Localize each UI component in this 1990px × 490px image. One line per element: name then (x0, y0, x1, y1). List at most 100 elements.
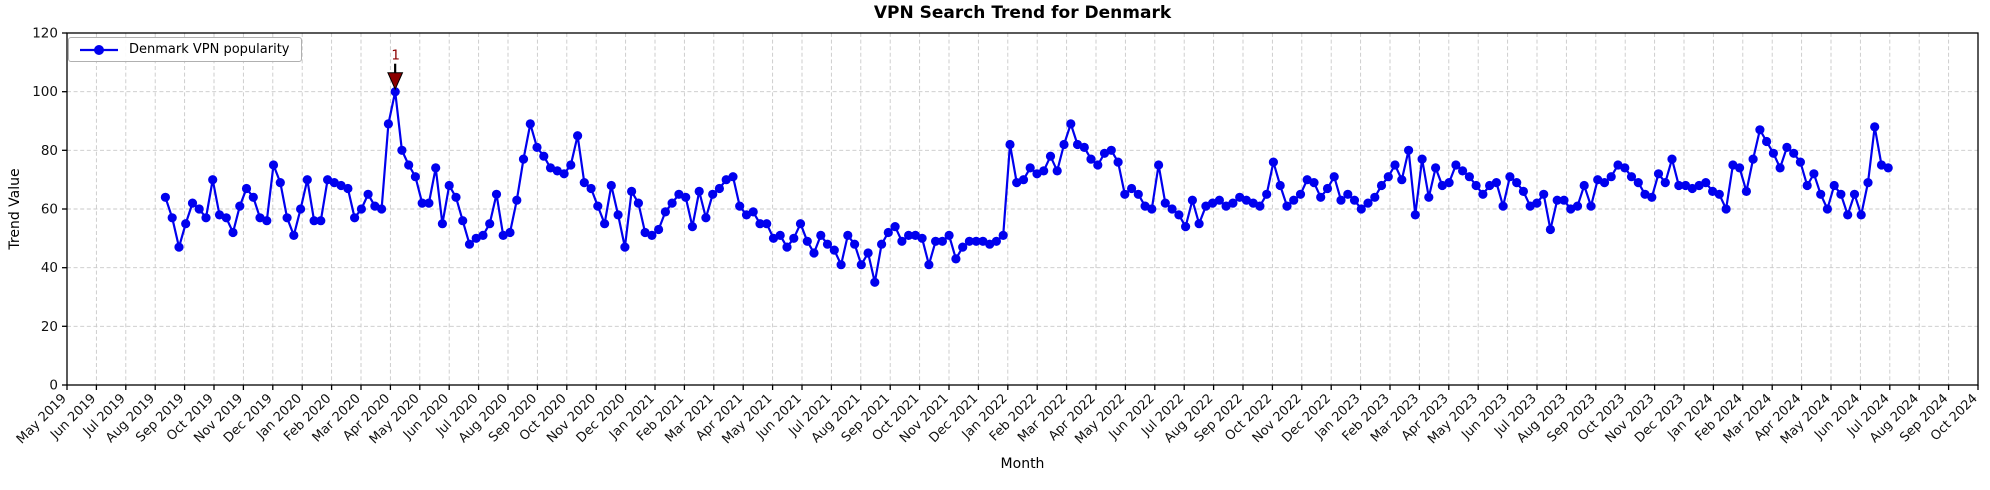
data-point (1667, 154, 1677, 164)
data-point (1039, 166, 1049, 176)
data-point (1586, 201, 1596, 211)
data-point (1322, 183, 1333, 194)
legend-label: Denmark VPN popularity (129, 42, 290, 57)
data-point (390, 87, 400, 97)
y-tick-label: 80 (41, 143, 58, 159)
y-tick-label: 40 (41, 260, 58, 276)
data-point (1370, 192, 1380, 202)
data-point (687, 222, 698, 232)
data-point (1721, 204, 1731, 214)
data-point (268, 160, 279, 170)
data-point (1268, 157, 1278, 167)
data-point (1127, 183, 1137, 194)
data-point (1741, 186, 1751, 196)
data-point (201, 213, 211, 223)
data-point (1086, 154, 1096, 164)
data-point (1768, 148, 1778, 158)
data-point (728, 172, 738, 182)
data-point (795, 219, 806, 229)
data-point (194, 204, 204, 214)
data-point (1816, 189, 1826, 199)
data-point (1052, 166, 1062, 176)
data-point (924, 260, 934, 270)
data-point (1106, 145, 1116, 155)
legend: Denmark VPN popularity (68, 37, 302, 62)
data-point (1059, 139, 1069, 150)
data-point (613, 210, 623, 220)
data-point (762, 219, 772, 229)
data-point (877, 239, 887, 249)
data-point (1775, 163, 1785, 173)
data-point (573, 131, 583, 141)
data-point (701, 213, 711, 223)
data-point (937, 236, 948, 246)
data-point (532, 142, 542, 152)
data-point (1795, 157, 1805, 167)
data-point (1444, 178, 1454, 188)
data-point (431, 163, 441, 173)
data-point (782, 242, 792, 252)
data-point (1451, 160, 1461, 170)
data-point (944, 230, 954, 240)
data-point (1295, 189, 1306, 199)
data-point (1187, 195, 1197, 205)
data-point (566, 160, 576, 170)
data-point (714, 183, 725, 194)
data-point (1559, 195, 1569, 205)
data-point (890, 222, 900, 232)
data-point (1113, 157, 1123, 167)
page-title: VPN Search Trend for Denmark (873, 3, 1172, 23)
data-point (1532, 198, 1542, 208)
data-point (1572, 201, 1583, 211)
data-point (627, 186, 637, 196)
data-point (444, 180, 454, 191)
data-point (174, 242, 184, 252)
data-point (1836, 189, 1846, 199)
data-point (1552, 195, 1562, 205)
data-point (1478, 189, 1488, 199)
data-point (1363, 198, 1373, 208)
data-point (600, 219, 610, 229)
data-point (275, 178, 285, 188)
x-axis-label: Month (1000, 456, 1045, 472)
data-point (647, 230, 657, 240)
data-point (1174, 210, 1184, 220)
data-point (316, 216, 326, 226)
y-tick-label: 0 (49, 378, 58, 394)
data-point (302, 175, 312, 185)
data-point (816, 230, 826, 240)
data-point (1154, 160, 1164, 170)
data-point (1633, 178, 1643, 188)
data-point (343, 183, 353, 194)
data-point (1782, 142, 1792, 152)
data-point (1066, 119, 1076, 129)
data-point (1018, 175, 1029, 185)
data-point (478, 230, 488, 240)
data-point (1349, 195, 1360, 205)
data-point (559, 169, 569, 179)
data-point (1545, 224, 1555, 235)
data-point (410, 172, 420, 182)
data-point (282, 213, 292, 223)
data-point (208, 175, 218, 185)
data-point (1424, 192, 1434, 202)
data-point (1464, 172, 1474, 182)
data-point (735, 201, 745, 211)
data-point (235, 201, 245, 211)
y-tick-label: 60 (41, 202, 58, 218)
data-point (309, 216, 319, 226)
data-point (1539, 189, 1549, 199)
data-point (377, 204, 387, 214)
data-point (525, 119, 535, 129)
data-point (1762, 136, 1772, 147)
data-point (1606, 172, 1616, 182)
data-point (1849, 189, 1860, 199)
data-point (579, 178, 589, 188)
data-point (694, 186, 704, 196)
data-point (1417, 154, 1427, 164)
data-point (809, 248, 819, 258)
data-point (775, 230, 785, 240)
data-point (667, 198, 677, 208)
annotation-arrow-head (387, 72, 404, 91)
